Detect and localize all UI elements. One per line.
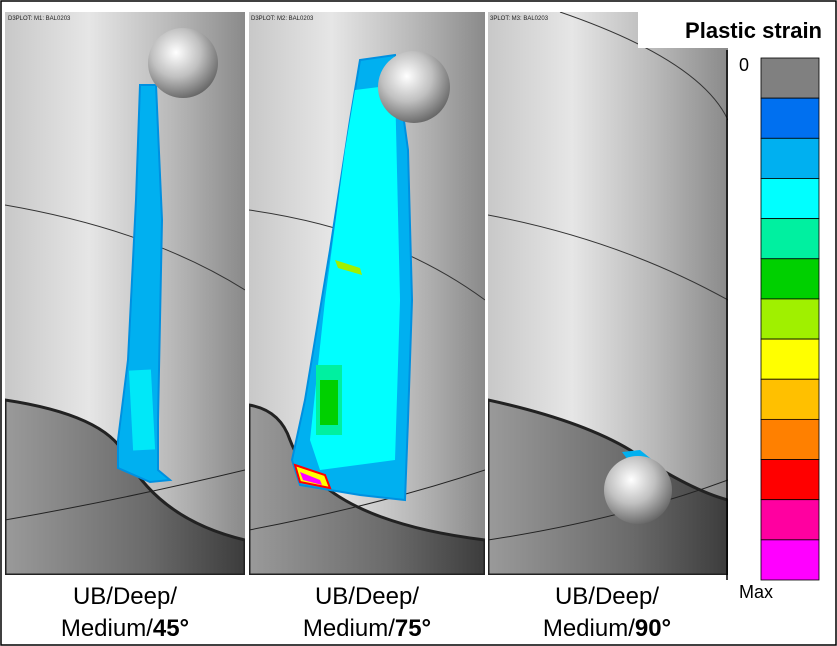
color-swatch bbox=[761, 219, 819, 259]
color-swatch bbox=[761, 540, 819, 580]
legend-max: Max bbox=[739, 582, 773, 602]
legend-min: 0 bbox=[739, 55, 749, 75]
caption-line: UB/Deep/ bbox=[73, 583, 177, 610]
caption-angle: 75° bbox=[395, 615, 431, 642]
panel-header: 3PLOT: M3: BAL0203 bbox=[490, 16, 549, 22]
caption-angle: 45° bbox=[153, 615, 189, 642]
color-swatch bbox=[761, 138, 819, 178]
color-swatch bbox=[761, 58, 819, 98]
panel-header: D3PLOT: M1: BAL0203 bbox=[8, 16, 71, 22]
color-swatch bbox=[761, 98, 819, 138]
panel-header: D3PLOT: M2: BAL0203 bbox=[251, 16, 314, 22]
caption-line: UB/Deep/ bbox=[315, 583, 419, 610]
color-swatch bbox=[761, 259, 819, 299]
color-swatch bbox=[761, 299, 819, 339]
figure: D3PLOT: M1: BAL0203 D3PLOT: M2: BAL0203 … bbox=[0, 0, 837, 646]
caption-line: Medium/90° bbox=[543, 615, 671, 642]
color-swatch bbox=[761, 379, 819, 419]
caption-text: Medium/ bbox=[61, 615, 153, 642]
caption-line: UB/Deep/ bbox=[555, 583, 659, 610]
caption-line: Medium/75° bbox=[303, 615, 431, 642]
legend-title: Plastic strain bbox=[685, 18, 822, 43]
color-swatch bbox=[761, 419, 819, 459]
caption-line: Medium/45° bbox=[61, 615, 189, 642]
caption-text: Medium/ bbox=[543, 615, 635, 642]
caption-angle: 90° bbox=[635, 615, 671, 642]
panel bbox=[488, 12, 728, 575]
color-swatch bbox=[761, 339, 819, 379]
color-swatch bbox=[761, 178, 819, 218]
panel bbox=[5, 12, 245, 575]
color-bar bbox=[761, 58, 819, 580]
color-swatch bbox=[761, 500, 819, 540]
color-swatch bbox=[761, 460, 819, 500]
caption-text: Medium/ bbox=[303, 615, 395, 642]
panel bbox=[249, 12, 485, 575]
